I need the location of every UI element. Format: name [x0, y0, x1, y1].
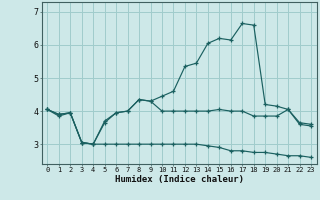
X-axis label: Humidex (Indice chaleur): Humidex (Indice chaleur) — [115, 175, 244, 184]
